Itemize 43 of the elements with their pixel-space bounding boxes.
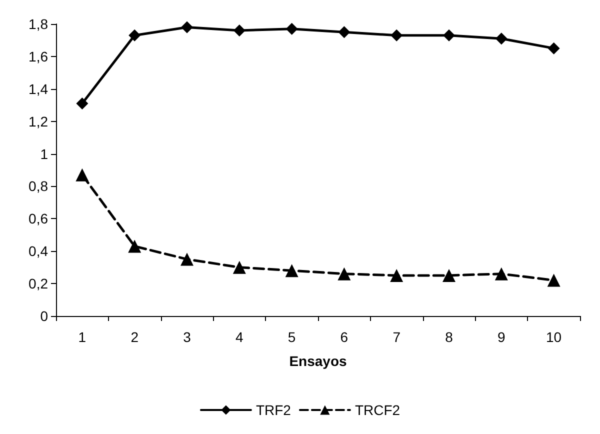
point [494, 267, 508, 280]
y-tick-label: 0,6 [28, 210, 48, 227]
y-tick-label: 0,8 [28, 178, 48, 194]
x-tick-label: 6 [340, 329, 348, 345]
point [495, 32, 508, 45]
x-tick-label: 3 [183, 329, 192, 345]
point [338, 26, 350, 38]
y-tick-label: 1,6 [28, 48, 48, 64]
point [128, 29, 141, 42]
point [233, 24, 246, 36]
x-tick-label: 7 [392, 329, 401, 345]
point [390, 268, 404, 282]
legend-label: TRF2 [256, 402, 292, 418]
x-tick-label: 4 [236, 329, 244, 345]
point [76, 168, 89, 182]
x-tick-label: 9 [498, 329, 506, 345]
point [181, 21, 193, 34]
point [390, 29, 403, 42]
point [76, 97, 88, 110]
point [180, 252, 194, 266]
point [547, 274, 560, 287]
x-tick-label: 1 [78, 329, 86, 345]
y-tick-label: 0,4 [28, 243, 48, 260]
point [128, 240, 142, 253]
point [338, 267, 351, 280]
y-tick-label: 1 [40, 146, 48, 162]
point [286, 22, 298, 35]
point [548, 42, 560, 54]
y-tick-label: 1,8 [28, 16, 48, 32]
y-tick-label: 1,2 [28, 113, 48, 130]
y-tick-label: 0 [40, 308, 48, 324]
legend-label: TRCF2 [354, 402, 400, 418]
point [443, 29, 455, 42]
x-tick-label: 8 [445, 329, 454, 345]
x-tick-label: 2 [130, 329, 139, 345]
x-axis-title: Ensayos [289, 353, 348, 369]
point [232, 260, 246, 274]
point [442, 268, 456, 282]
y-tick-label: 0,2 [28, 276, 48, 292]
x-tick-label: 5 [288, 329, 296, 345]
x-tick-label: 10 [546, 329, 562, 345]
y-tick-label: 1,4 [28, 80, 48, 97]
point [285, 264, 298, 278]
